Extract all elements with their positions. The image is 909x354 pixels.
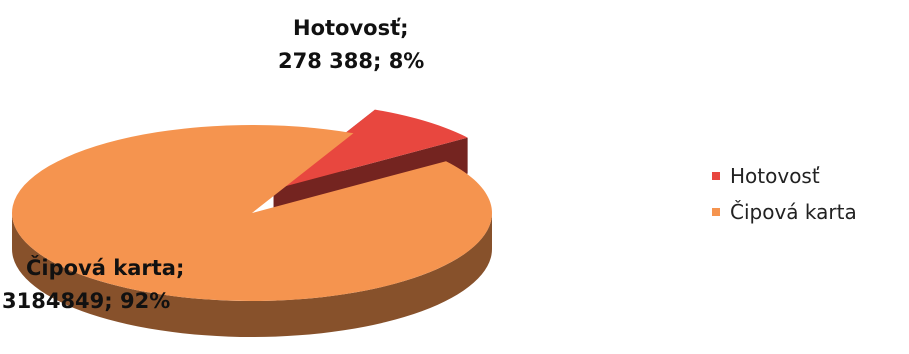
- legend-item-hotovost: Hotovosť: [712, 158, 857, 194]
- legend: Hotovosť Čipová karta: [712, 158, 857, 230]
- legend-swatch-hotovost: [712, 172, 720, 180]
- data-label-hotovost-name: Hotovosť;: [293, 16, 409, 40]
- legend-item-cipova-karta: Čipová karta: [712, 194, 857, 230]
- pie-slice-hotovost: [273, 109, 468, 190]
- data-label-cipova-karta-value: 3184849; 92%: [2, 289, 170, 313]
- legend-swatch-cipova-karta: [712, 208, 720, 216]
- data-label-hotovost-value: 278 388; 8%: [278, 49, 424, 73]
- pie-side-cipova-karta: [12, 213, 492, 337]
- legend-label-hotovost: Hotovosť: [730, 164, 820, 188]
- data-label-cipova-karta-name: Čipová karta;: [26, 255, 184, 280]
- pie-slice-cipova-karta: [12, 124, 492, 301]
- legend-label-cipova-karta: Čipová karta: [730, 200, 857, 224]
